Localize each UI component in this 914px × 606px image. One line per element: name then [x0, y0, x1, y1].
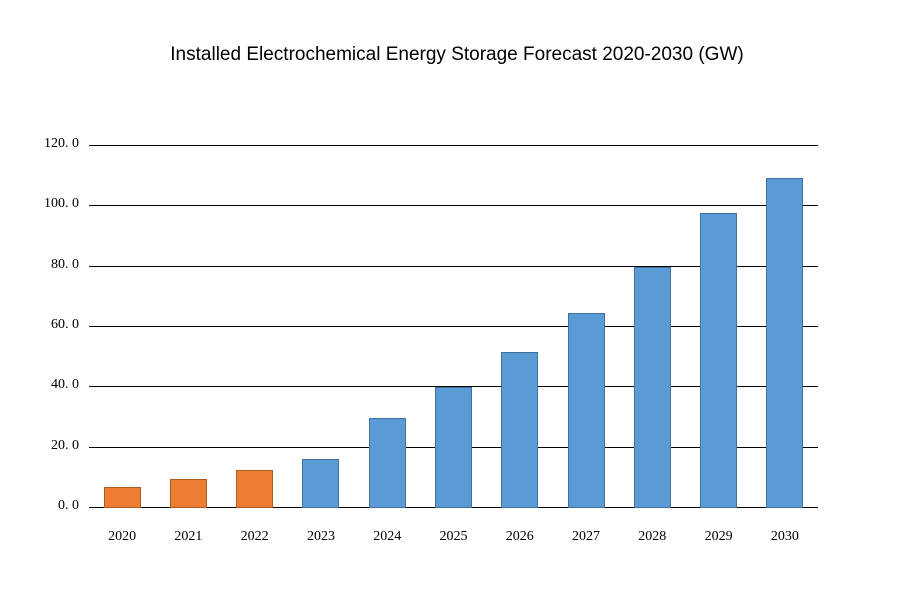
x-axis-tick-label-2026: 2026	[505, 529, 534, 544]
bar-2021	[169, 479, 207, 508]
gridline-y-80	[89, 265, 818, 267]
gridline-y-40	[89, 386, 818, 388]
bar-2025	[435, 387, 472, 508]
bar-2027	[567, 312, 605, 508]
x-axis-tick-label-2030: 2030	[770, 529, 799, 544]
x-axis-tick-label-2029: 2029	[704, 529, 733, 544]
gridline-y-120	[89, 145, 818, 146]
bar-2024	[368, 417, 406, 508]
bar-2028	[633, 266, 671, 508]
gridline-y-60	[89, 326, 818, 327]
x-axis-tick-label-2028: 2028	[638, 529, 667, 544]
chart-title: Installed Electrochemical Energy Storage…	[170, 44, 744, 65]
gridline-y-100	[89, 205, 818, 207]
y-axis-tick-label: 60. 0	[51, 317, 79, 332]
x-axis-tick-label-2020: 2020	[108, 529, 137, 544]
bar-2030	[766, 177, 804, 508]
x-axis-tick-label-2023: 2023	[306, 529, 335, 544]
x-axis-tick-label-2027: 2027	[572, 529, 601, 544]
y-axis-tick-label: 20. 0	[51, 437, 79, 453]
x-axis-tick-label-2025: 2025	[439, 529, 468, 544]
y-axis-tick-label: 100. 0	[44, 196, 79, 212]
bar-2026	[501, 352, 539, 508]
bar-2022	[236, 470, 274, 508]
x-axis-tick-label-2022: 2022	[240, 529, 269, 544]
plot-area	[89, 145, 818, 508]
bar-2023	[302, 458, 340, 508]
y-axis-tick-label: 40. 0	[51, 377, 79, 393]
y-axis-tick-label: 120. 0	[44, 136, 79, 151]
x-axis-tick-label-2021: 2021	[174, 529, 203, 544]
bar-2020	[103, 486, 141, 508]
y-axis-tick-label: 0. 0	[58, 498, 79, 513]
x-axis-tick-label-2024: 2024	[373, 529, 402, 544]
y-axis-tick-label: 80. 0	[51, 256, 79, 272]
bar-2029	[700, 212, 738, 508]
